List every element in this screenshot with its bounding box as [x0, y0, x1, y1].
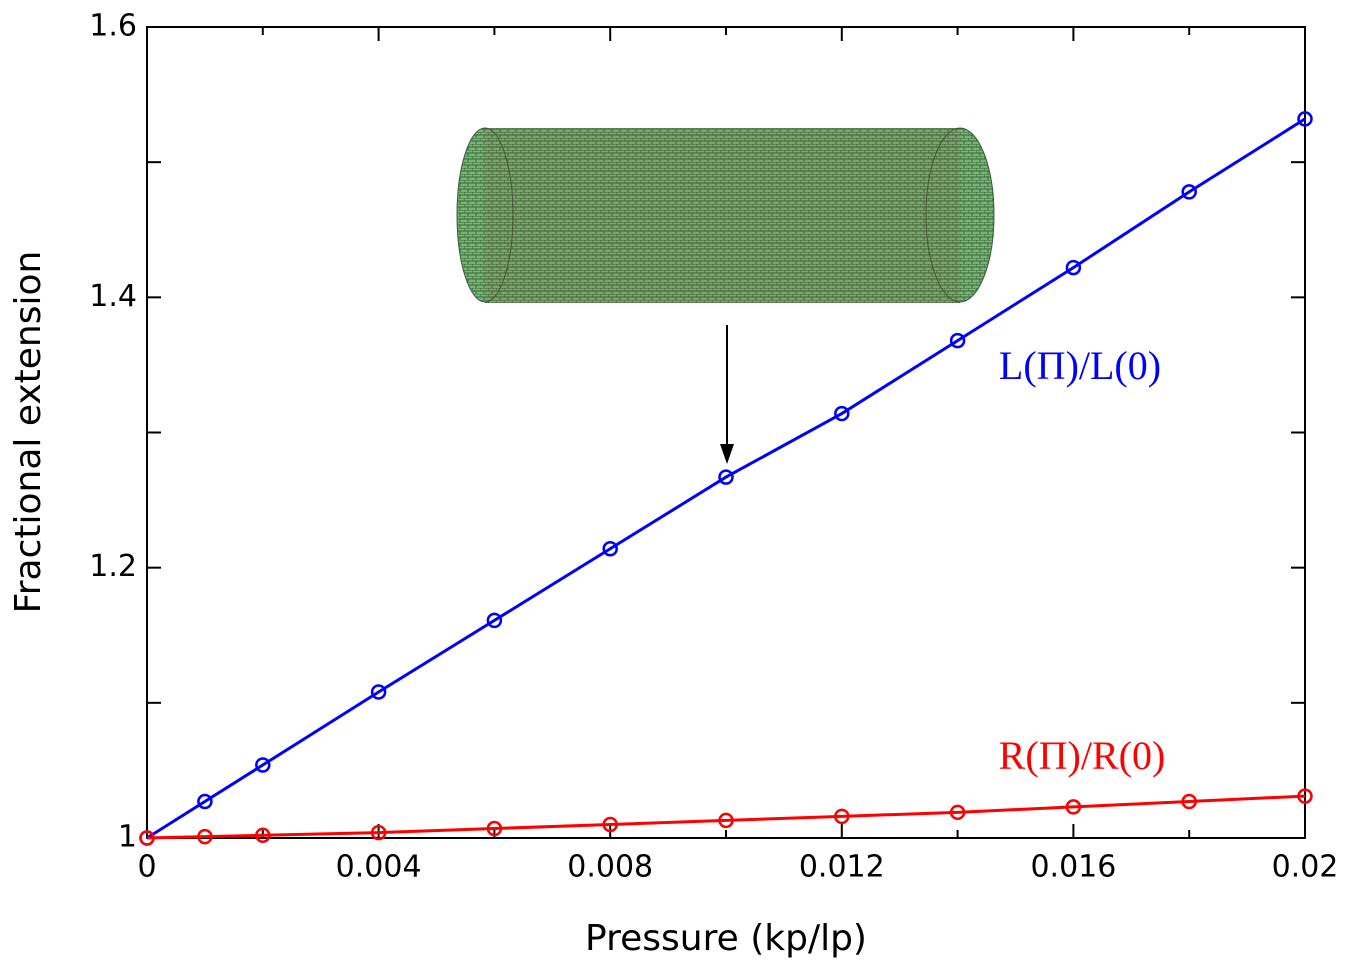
y-tick-label: 1.2 — [89, 549, 137, 584]
y-axis-title: Fractional extension — [8, 251, 49, 614]
cylinder-inset — [457, 128, 994, 303]
series-label: R(Π)/R(0) — [999, 733, 1166, 778]
x-tick-label: 0.008 — [567, 850, 653, 885]
arrow — [720, 325, 734, 464]
x-tick-label: 0.012 — [799, 850, 885, 885]
y-tick-label: 1 — [118, 820, 137, 855]
y-tick-label: 1.6 — [89, 9, 137, 44]
x-tick-label: 0.02 — [1272, 850, 1339, 885]
chart: Pressure (kp/lp) Fractional extension 0 0… — [0, 0, 1356, 971]
x-tick-label: 0.004 — [336, 850, 422, 885]
x-axis-title: Pressure (kp/lp) — [585, 918, 867, 959]
x-tick-label: 0 — [137, 850, 156, 885]
x-tick-label: 0.016 — [1030, 850, 1116, 885]
y-tick-label: 1.4 — [89, 279, 137, 314]
series-label: L(Π)/L(0) — [999, 343, 1161, 388]
